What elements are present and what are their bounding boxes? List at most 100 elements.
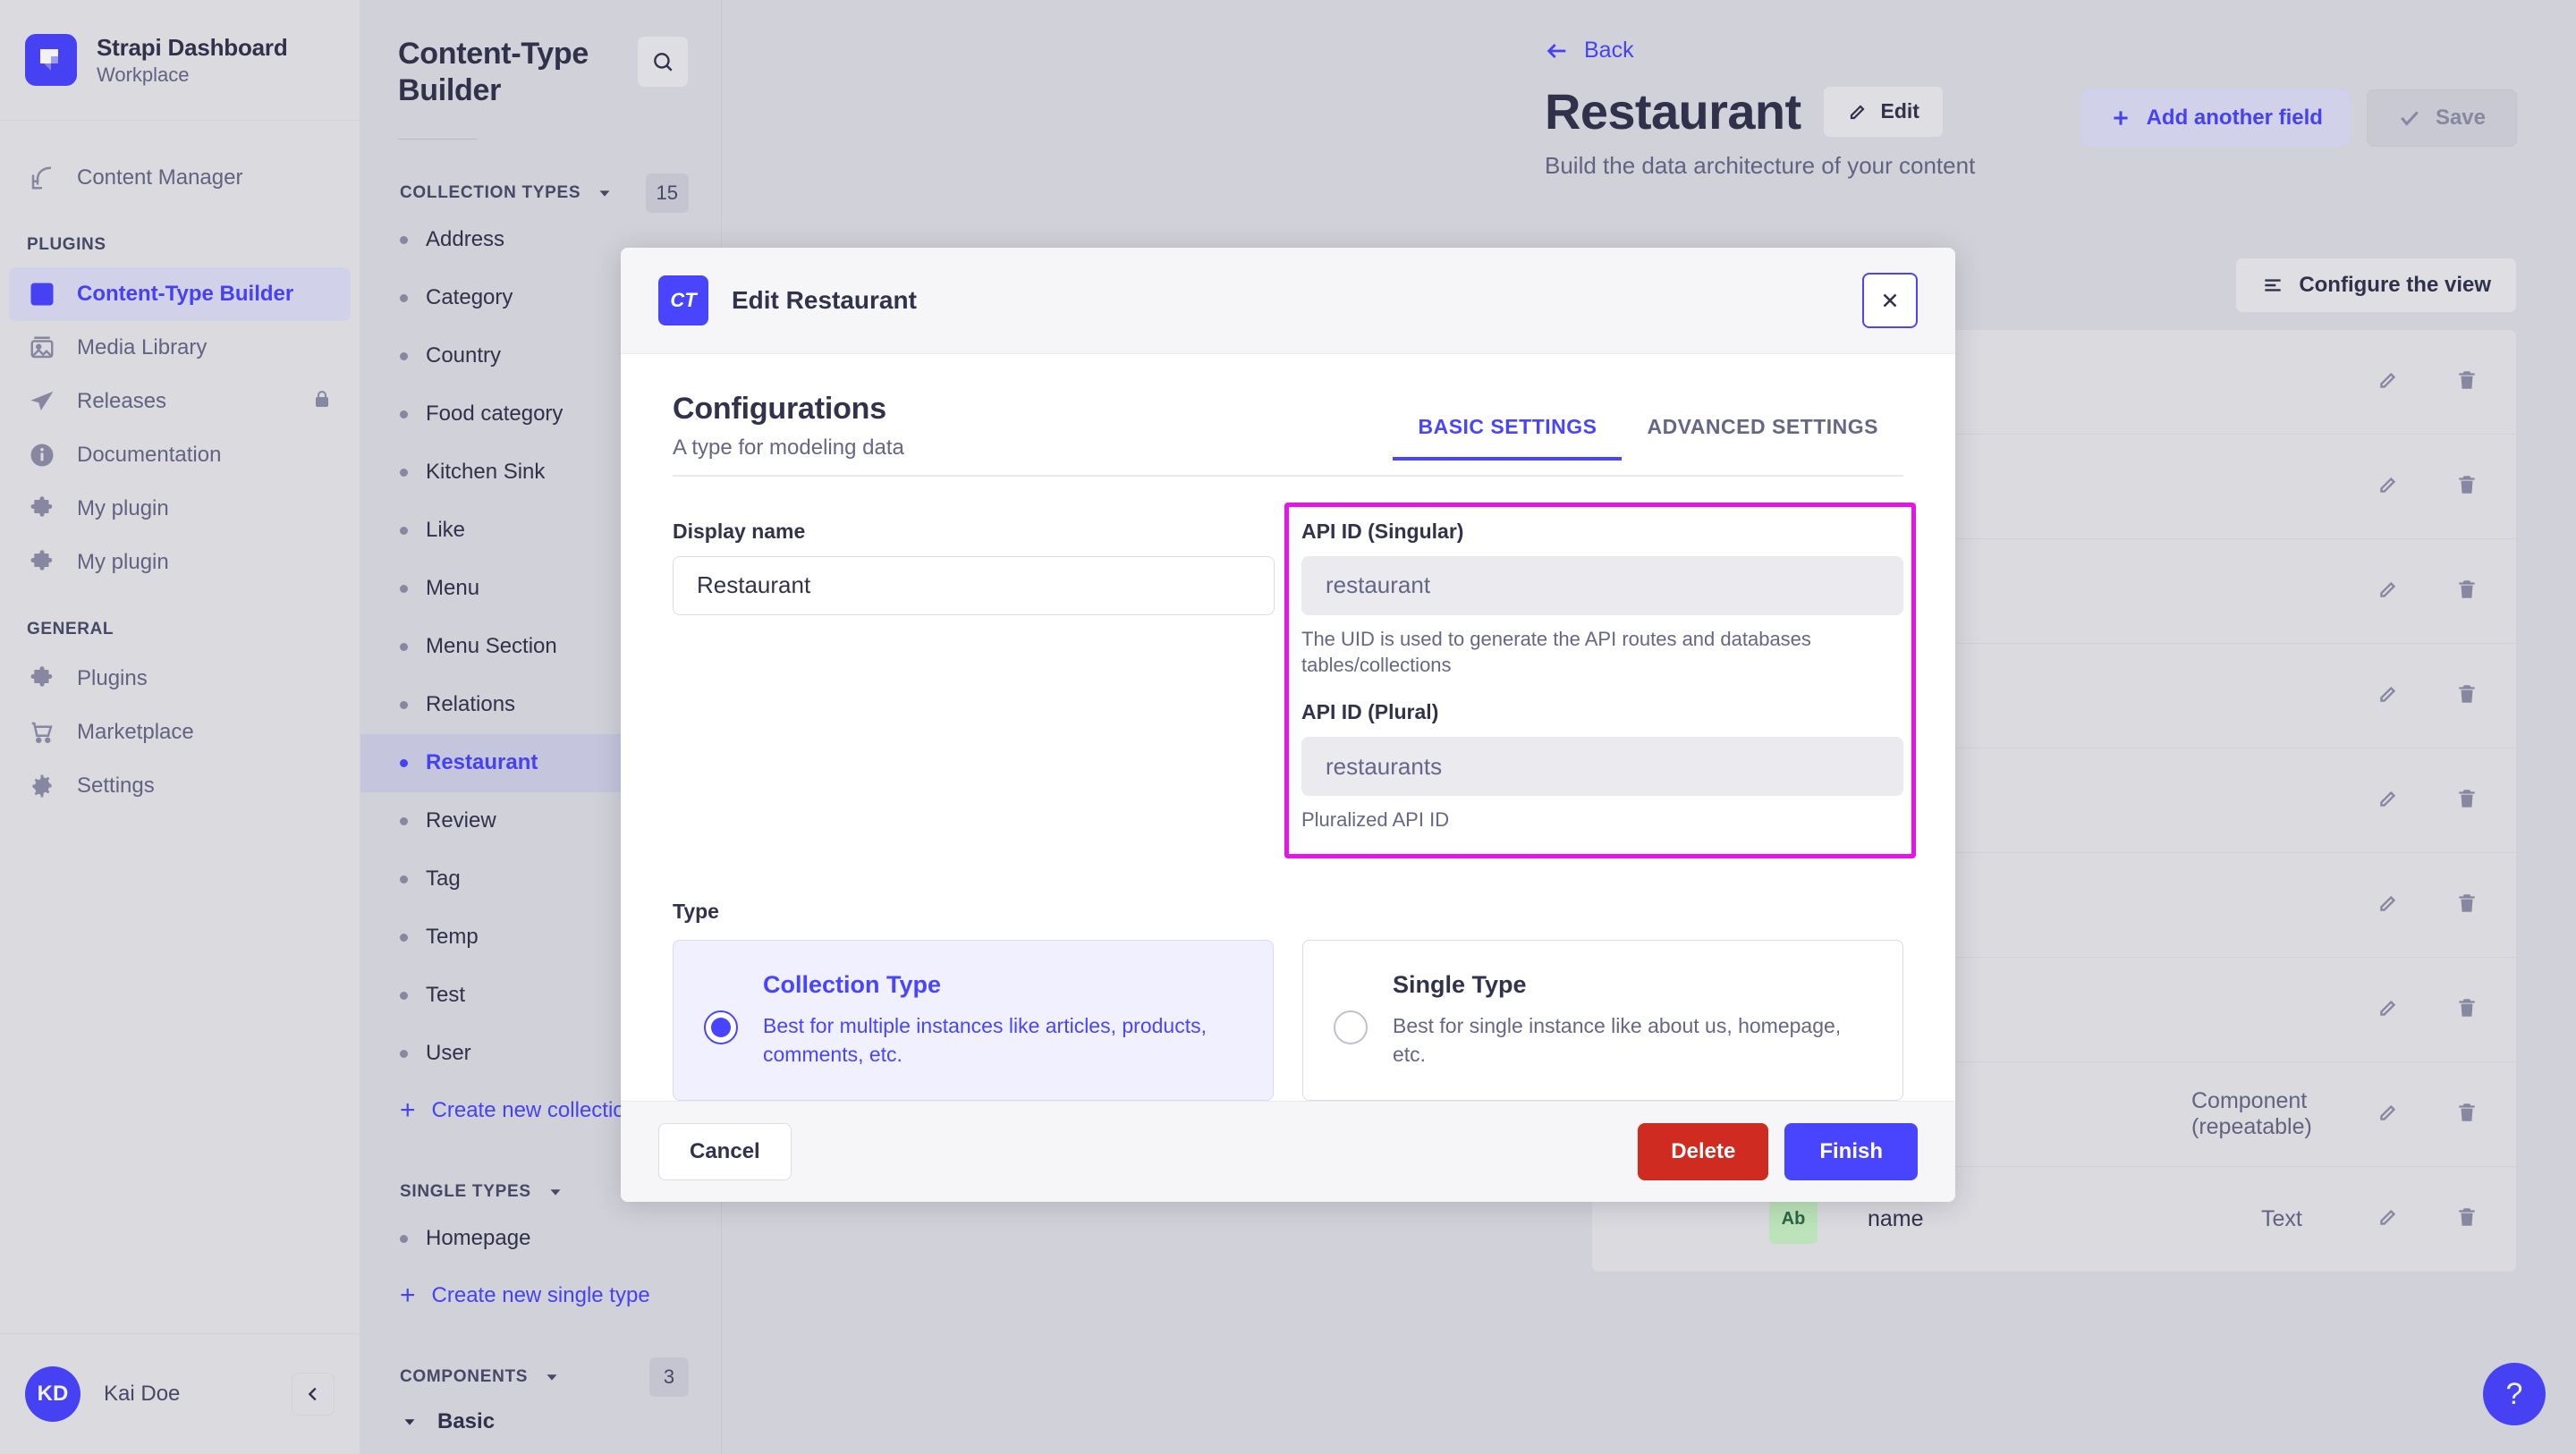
close-button[interactable] — [1862, 272, 1918, 328]
search-icon — [654, 53, 673, 72]
paper-plane-icon — [27, 386, 57, 417]
sidebar-item-content-manager[interactable]: Content Manager — [9, 151, 351, 205]
ct-item-relations[interactable]: Relations — [360, 676, 721, 734]
group-header-single-types[interactable]: SINGLE TYPES — [360, 1174, 721, 1210]
ct-item-menu-section[interactable]: Menu Section — [360, 618, 721, 676]
delete-button[interactable]: Delete — [1638, 1122, 1769, 1180]
radio-collection-type[interactable] — [704, 1010, 738, 1044]
row-delete-button[interactable] — [2455, 368, 2479, 396]
row-delete-button[interactable] — [2455, 1101, 2479, 1129]
row-delete-button[interactable] — [2455, 996, 2479, 1024]
group-header-collection-types[interactable]: COLLECTION TYPES 15 — [360, 173, 721, 213]
ct-item-country[interactable]: Country — [360, 327, 721, 385]
row-edit-button[interactable] — [2377, 368, 2400, 396]
api-id-plural-input[interactable] — [1301, 737, 1903, 797]
ct-item-like[interactable]: Like — [360, 502, 721, 560]
field-type: Text — [2261, 1206, 2302, 1231]
row-delete-button[interactable] — [2455, 578, 2479, 605]
cancel-button[interactable]: Cancel — [658, 1122, 792, 1180]
table-row[interactable] — [1592, 958, 2516, 1062]
sidebar-item-settings[interactable]: Settings — [9, 759, 351, 813]
ct-item-food-category[interactable]: Food category — [360, 385, 721, 444]
row-edit-button[interactable] — [2377, 1101, 2400, 1129]
edit-content-type-modal: CT Edit Restaurant Configurations A type… — [621, 248, 1955, 1202]
basic-settings-form: Display name API ID (Singular) The UID i… — [673, 520, 1903, 855]
finish-button[interactable]: Finish — [1784, 1122, 1918, 1180]
ct-item-review[interactable]: Review — [360, 792, 721, 850]
ctb-search-button[interactable] — [637, 36, 689, 88]
save-button[interactable]: Save — [2366, 89, 2517, 147]
ct-item-test[interactable]: Test — [360, 967, 721, 1025]
configure-the-view-button[interactable]: Configure the view — [2235, 258, 2517, 313]
ct-item-kitchen-sink[interactable]: Kitchen Sink — [360, 444, 721, 502]
row-edit-button[interactable] — [2377, 682, 2400, 710]
row-delete-button[interactable] — [2455, 682, 2479, 710]
configurations-header: Configurations A type for modeling data … — [673, 392, 1903, 461]
type-option-collection-type[interactable]: Collection Type Best for multiple instan… — [673, 939, 1274, 1101]
row-edit-button[interactable] — [2377, 892, 2400, 919]
sidebar-item-releases[interactable]: Releases — [9, 375, 351, 428]
field-name: name — [1868, 1206, 1924, 1231]
bullet-icon — [400, 468, 408, 477]
type-option-single-type[interactable]: Single Type Best for single instance lik… — [1302, 939, 1903, 1101]
row-delete-button[interactable] — [2455, 892, 2479, 919]
pencil-icon — [2380, 686, 2396, 702]
display-name-input[interactable] — [673, 555, 1275, 615]
sidebar-item-my-plugin-1[interactable]: My plugin — [9, 482, 351, 536]
edit-content-type-button[interactable]: Edit — [1822, 85, 1944, 138]
table-row[interactable] — [1592, 644, 2516, 748]
radio-single-type[interactable] — [1334, 1010, 1368, 1044]
ct-item-menu[interactable]: Menu — [360, 560, 721, 618]
ct-item-address[interactable]: Address — [360, 211, 721, 269]
add-another-field-button[interactable]: Add another field — [2080, 89, 2351, 147]
row-edit-button[interactable] — [2377, 787, 2400, 815]
divider — [673, 474, 1903, 477]
ct-item-category[interactable]: Category — [360, 269, 721, 327]
table-row[interactable] — [1592, 435, 2516, 539]
sidebar-item-label: Media Library — [77, 335, 208, 359]
tab-advanced-settings[interactable]: ADVANCED SETTINGS — [1647, 414, 1878, 438]
sidebar-collapse-button[interactable] — [292, 1373, 335, 1416]
sidebar-item-documentation[interactable]: Documentation — [9, 428, 351, 482]
back-link[interactable]: Back — [1545, 38, 1634, 63]
component-group-basic[interactable]: Basic — [360, 1395, 721, 1449]
trash-icon — [2459, 475, 2475, 494]
ct-item-user[interactable]: User — [360, 1025, 721, 1083]
modal-header: CT Edit Restaurant — [621, 248, 1955, 354]
bullet-icon — [400, 351, 408, 360]
help-button[interactable]: ? — [2483, 1363, 2546, 1425]
table-row[interactable] — [1592, 748, 2516, 853]
row-edit-button[interactable] — [2377, 996, 2400, 1024]
create-new-single-type-link[interactable]: + Create new single type — [360, 1268, 721, 1323]
sidebar-user-row[interactable]: KD Kai Doe — [0, 1333, 360, 1454]
ct-item-temp[interactable]: Temp — [360, 909, 721, 967]
table-row[interactable] — [1592, 330, 2516, 435]
group-header-components[interactable]: COMPONENTS 3 — [360, 1357, 721, 1397]
sidebar-item-my-plugin-2[interactable]: My plugin — [9, 536, 351, 589]
sidebar-item-plugins[interactable]: Plugins — [9, 652, 351, 706]
table-row[interactable]: Ab name Text — [1592, 1167, 2516, 1272]
row-delete-button[interactable] — [2455, 787, 2479, 815]
sidebar-item-content-type-builder[interactable]: Content-Type Builder — [9, 267, 351, 321]
brand-header[interactable]: Strapi Dashboard Workplace — [0, 0, 360, 121]
ct-item-tag[interactable]: Tag — [360, 850, 721, 909]
type-options: Collection Type Best for multiple instan… — [673, 939, 1903, 1101]
row-edit-button[interactable] — [2377, 1205, 2400, 1233]
table-row[interactable] — [1592, 853, 2516, 958]
ct-item-label: Country — [426, 343, 502, 368]
layout-icon — [27, 279, 57, 309]
back-label: Back — [1584, 38, 1634, 63]
sidebar-item-media-library[interactable]: Media Library — [9, 321, 351, 375]
row-delete-button[interactable] — [2455, 473, 2479, 501]
row-edit-button[interactable] — [2377, 578, 2400, 605]
tab-basic-settings[interactable]: BASIC SETTINGS — [1393, 415, 1623, 461]
section-title: Configurations — [673, 391, 886, 426]
row-edit-button[interactable] — [2377, 473, 2400, 501]
chevron-down-icon — [404, 1419, 415, 1425]
row-delete-button[interactable] — [2455, 1205, 2479, 1233]
ct-item-homepage[interactable]: Homepage — [360, 1210, 721, 1268]
api-id-singular-input[interactable] — [1301, 555, 1903, 615]
table-row[interactable] — [1592, 539, 2516, 644]
bullet-icon — [400, 642, 408, 651]
sidebar-item-marketplace[interactable]: Marketplace — [9, 706, 351, 759]
